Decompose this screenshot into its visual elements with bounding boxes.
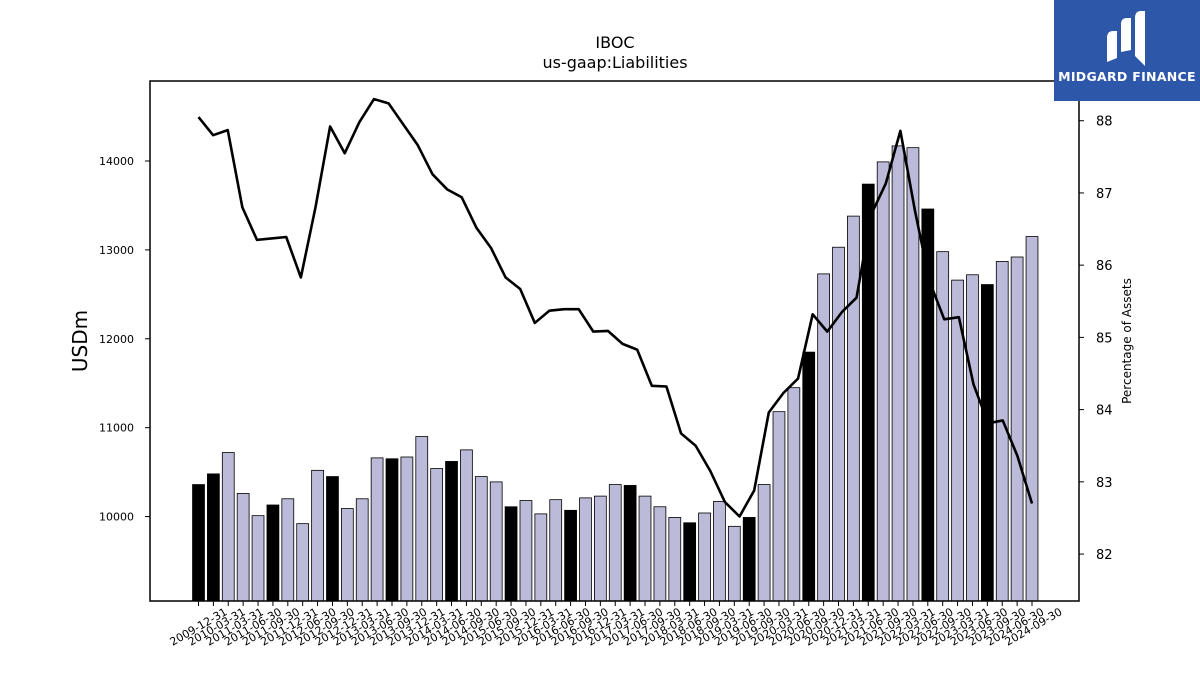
- bar: [474, 476, 488, 602]
- bar: [385, 458, 399, 602]
- x-axis: 2009-12-312010-03-312011-03-312011-06-30…: [168, 601, 1065, 649]
- y2-tick-label: 82: [1096, 548, 1113, 563]
- y2-tick-label: 85: [1096, 331, 1113, 346]
- bar: [608, 484, 622, 602]
- bar: [489, 481, 503, 602]
- bar: [832, 246, 845, 602]
- bar: [668, 517, 682, 602]
- y-tick-label: 14000: [99, 155, 134, 168]
- bar: [192, 484, 205, 602]
- y2-tick-label: 86: [1096, 259, 1113, 274]
- bar: [207, 473, 220, 602]
- bar: [713, 501, 726, 602]
- bar: [742, 517, 756, 602]
- bar: [847, 215, 860, 602]
- bar: [296, 523, 310, 602]
- bar: [1010, 256, 1024, 602]
- bar: [1025, 236, 1039, 602]
- brand-logo: MIDGARD FINANCE: [1054, 0, 1200, 101]
- bar: [519, 500, 533, 602]
- bar: [415, 436, 429, 602]
- chart-title: IBOC: [595, 33, 634, 52]
- bar: [980, 284, 994, 602]
- bar: [966, 274, 979, 602]
- y-tick-label: 13000: [99, 244, 134, 257]
- y-tick-label: 10000: [99, 511, 134, 524]
- y-tick-label: 12000: [99, 333, 134, 346]
- bar: [594, 495, 607, 602]
- bar: [400, 456, 414, 602]
- left-y-axis: 10000 11000 12000 13000 14000: [99, 155, 150, 524]
- y-axis-label: USDm: [68, 310, 92, 372]
- y2-tick-label: 84: [1096, 404, 1113, 419]
- right-y-axis: 82 83 84 85 86 87 88: [1079, 115, 1113, 563]
- bar: [772, 411, 786, 602]
- bar: [370, 457, 384, 602]
- bar: [266, 504, 280, 602]
- y2-tick-label: 83: [1096, 476, 1113, 491]
- bar: [698, 512, 711, 602]
- line-series: [197, 97, 1034, 518]
- chart-subtitle: us-gaap:Liabilities: [542, 53, 687, 72]
- bar: [534, 513, 548, 602]
- bar: [430, 468, 444, 602]
- bar: [638, 495, 652, 602]
- bar: [311, 469, 324, 602]
- y2-axis-label: Percentage of Assets: [1120, 278, 1134, 404]
- bar: [460, 449, 473, 602]
- bar: [504, 506, 518, 602]
- bar: [326, 476, 339, 602]
- bar: [876, 161, 890, 602]
- bar: [623, 485, 637, 602]
- bar: [281, 498, 295, 602]
- logo-mark-icon: [1107, 11, 1145, 66]
- bar: [579, 497, 592, 602]
- y2-tick-label: 88: [1096, 115, 1113, 130]
- bar: [236, 493, 250, 602]
- bar: [445, 461, 458, 602]
- bar: [355, 498, 369, 602]
- bar: [251, 515, 265, 602]
- bar: [340, 508, 354, 602]
- bar: [787, 387, 801, 602]
- bar: [757, 484, 771, 602]
- bar: [653, 506, 667, 602]
- y-tick-label: 11000: [99, 422, 134, 435]
- bar: [564, 509, 577, 602]
- bar: [549, 499, 563, 602]
- bar: [802, 351, 816, 602]
- bar-series: [192, 145, 1039, 602]
- bar: [221, 452, 235, 602]
- plot-frame: [149, 80, 1080, 602]
- bar: [683, 522, 697, 602]
- y2-tick-label: 87: [1096, 187, 1113, 202]
- logo-name: MIDGARD FINANCE: [1058, 69, 1196, 84]
- bar: [891, 145, 905, 602]
- bar: [727, 525, 741, 602]
- percentage-line: [197, 97, 1034, 518]
- bar: [861, 183, 875, 602]
